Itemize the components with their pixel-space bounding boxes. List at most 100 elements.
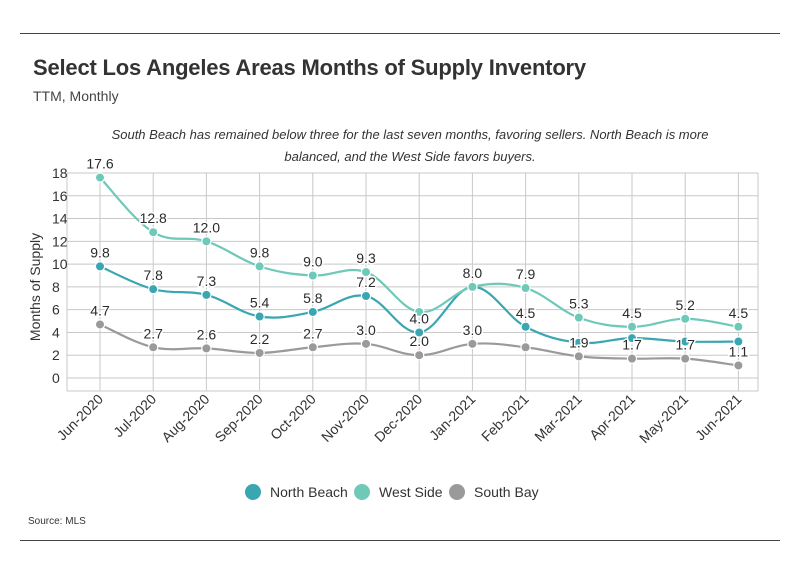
data-point-south-bay	[733, 360, 744, 371]
data-label-north-beach: 7.3	[197, 273, 217, 289]
data-label-north-beach: 5.4	[250, 295, 270, 311]
chart-annotation: South Beach has remained below three for…	[111, 127, 709, 164]
data-point-west-side	[201, 236, 212, 247]
data-point-south-bay	[201, 343, 212, 354]
x-tick-label: Jul-2020	[110, 391, 159, 440]
data-point-west-side	[147, 227, 159, 238]
data-point-south-bay	[307, 342, 318, 353]
data-label-south-bay: 1.7	[622, 337, 642, 353]
y-tick-label: 14	[52, 211, 68, 227]
data-point-south-bay	[360, 338, 372, 350]
data-point-north-beach	[573, 337, 585, 348]
data-point-north-beach	[307, 306, 318, 318]
data-point-west-side	[307, 270, 318, 281]
y-tick-label: 2	[52, 347, 60, 363]
y-tick-label: 8	[52, 279, 60, 295]
data-point-north-beach	[254, 311, 265, 322]
data-label-west-side: 9.0	[303, 254, 323, 270]
data-point-north-beach	[680, 336, 691, 347]
data-label-west-side: 9.8	[250, 244, 270, 260]
data-point-west-side	[573, 312, 585, 323]
legend-label-north-beach: North Beach	[270, 484, 348, 500]
data-label-west-side: 12.8	[140, 210, 167, 226]
data-label-west-side: 4.5	[729, 305, 749, 321]
data-label-north-beach: 4.0	[409, 310, 429, 326]
data-point-south-bay	[254, 347, 265, 359]
data-label-south-bay: 3.0	[463, 322, 483, 338]
bottom-rule	[20, 540, 780, 541]
data-label-south-bay: 2.6	[197, 326, 217, 342]
x-tick-label: Jan-2021	[426, 391, 479, 444]
data-label-west-side: 17.6	[86, 156, 113, 172]
data-point-north-beach	[94, 261, 106, 272]
x-tick-label: Dec-2020	[371, 391, 425, 445]
data-point-north-beach	[360, 290, 372, 302]
data-label-west-side: 9.3	[356, 250, 376, 266]
data-point-south-bay	[467, 338, 478, 350]
legend-marker-north-beach	[245, 484, 261, 500]
data-point-south-bay	[573, 351, 585, 362]
data-label-west-side: 8.0	[463, 265, 483, 281]
series	[94, 172, 744, 371]
x-tick-label: Aug-2020	[158, 391, 212, 445]
y-tick-label: 12	[52, 233, 68, 249]
data-label-west-side: 7.9	[516, 266, 536, 282]
data-point-west-side	[733, 321, 744, 332]
data-point-west-side	[254, 261, 265, 272]
data-label-south-bay: 2.7	[303, 325, 323, 341]
data-point-west-side	[94, 172, 106, 183]
chart-title: Select Los Angeles Areas Months of Suppl…	[33, 55, 586, 80]
y-tick-label: 10	[52, 256, 68, 272]
data-label-west-side: 5.2	[675, 297, 695, 313]
legend-label-west-side: West Side	[379, 484, 443, 500]
data-label-west-side: 4.5	[622, 305, 642, 321]
data-label-south-bay: 2.7	[143, 325, 163, 341]
x-tick-label: Nov-2020	[318, 391, 372, 445]
x-tick-label: Feb-2021	[478, 391, 532, 445]
data-label-south-bay: 1.7	[675, 337, 695, 353]
data-point-west-side	[520, 282, 531, 294]
y-tick-label: 16	[52, 188, 68, 204]
data-point-west-side	[467, 281, 478, 293]
x-tick-label: Jun-2020	[54, 391, 107, 444]
legend-marker-south-bay	[449, 484, 465, 500]
data-label-south-bay: 1.9	[569, 334, 589, 350]
x-tick-label: Mar-2021	[531, 391, 585, 445]
legend-label-south-bay: South Bay	[474, 484, 539, 500]
top-rule	[20, 33, 780, 34]
data-label-north-beach: 5.8	[303, 290, 323, 306]
data-label-north-beach: 4.5	[516, 305, 536, 321]
data-label-south-bay: 2.0	[409, 333, 429, 349]
data-point-north-beach	[520, 321, 531, 332]
x-tick-label: May-2021	[636, 391, 691, 446]
source-note: Source: MLS	[28, 516, 86, 527]
data-point-north-beach	[147, 283, 159, 295]
y-tick-label: 6	[52, 302, 60, 318]
data-point-south-bay	[680, 353, 691, 364]
x-tick-label: Sep-2020	[211, 391, 265, 445]
data-labels: 9.8 7.8 7.3 5.4 5.8 7.2 4.0 4.5 17.6 12.8 12.0 9.8 9…	[85, 154, 750, 361]
data-label-west-side: 12.0	[193, 219, 220, 235]
data-label-north-beach: 9.8	[90, 244, 110, 260]
data-point-north-beach	[733, 336, 744, 347]
data-label-north-beach: 7.8	[143, 267, 163, 283]
data-point-south-bay	[94, 319, 106, 330]
legend: North Beach West Side South Bay	[245, 484, 539, 500]
y-axis-label: Months of Supply	[27, 233, 43, 341]
data-label-west-side: 5.3	[569, 296, 589, 312]
data-label-south-bay: 4.7	[90, 302, 110, 318]
chart-subtitle: TTM, Monthly	[33, 88, 119, 104]
data-point-north-beach	[414, 327, 425, 338]
data-point-south-bay	[626, 353, 638, 364]
data-label-south-bay: 1.1	[729, 343, 749, 359]
data-point-west-side	[680, 313, 691, 324]
data-point-west-side	[626, 321, 638, 332]
x-tick-label: Jun-2021	[692, 391, 745, 444]
data-label-north-beach: 7.2	[356, 274, 376, 290]
data-point-west-side	[360, 266, 372, 278]
data-point-south-bay	[414, 350, 425, 361]
data-point-west-side	[414, 306, 425, 318]
legend-marker-west-side	[354, 484, 370, 500]
x-tick-label: Oct-2020	[267, 391, 319, 443]
